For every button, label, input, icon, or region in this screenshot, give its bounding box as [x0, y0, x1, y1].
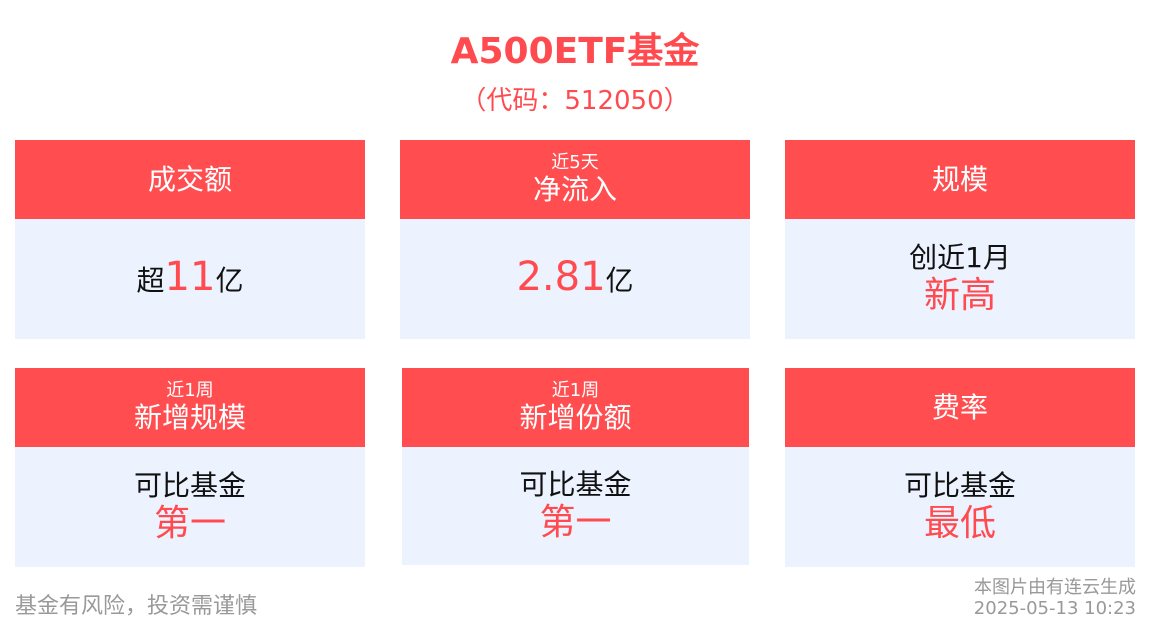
- risk-disclaimer: 基金有风险，投资需谨慎: [15, 594, 258, 619]
- card-header: 近1周 新增份额: [402, 368, 749, 447]
- card-line1: 可比基金: [519, 468, 632, 501]
- card-new-scale: 近1周 新增规模 可比基金 第一: [15, 368, 365, 567]
- card-body: 超11亿: [15, 219, 365, 339]
- card-label: 净流入: [532, 172, 617, 206]
- card-body: 可比基金 最低: [785, 447, 1135, 567]
- card-header: 费率: [785, 368, 1135, 447]
- value-number: 11: [164, 254, 216, 300]
- card-header: 规模: [785, 140, 1135, 219]
- timestamp: 2025-05-13 10:23: [973, 598, 1136, 619]
- card-body: 可比基金 第一: [15, 447, 365, 567]
- generation-info: 本图片由有连云生成 2025-05-13 10:23: [974, 577, 1136, 619]
- card-line2: 第一: [153, 503, 226, 544]
- card-period: 近1周: [166, 379, 214, 401]
- source-note: 本图片由有连云生成: [974, 577, 1136, 598]
- card-line2: 新高: [923, 275, 996, 316]
- card-header: 成交额: [15, 140, 365, 219]
- value-suffix: 亿: [605, 264, 634, 297]
- card-line2: 第一: [539, 502, 612, 543]
- card-fee-rate: 费率 可比基金 最低: [785, 368, 1135, 567]
- card-line1: 可比基金: [133, 469, 246, 502]
- value-prefix: 超: [136, 264, 165, 297]
- card-body: 可比基金 第一: [402, 447, 749, 565]
- card-line2: 最低: [923, 503, 996, 544]
- card-new-shares: 近1周 新增份额 可比基金 第一: [402, 368, 749, 565]
- card-label: 新增规模: [133, 400, 246, 434]
- card-net-inflow: 近5天 净流入 2.81亿: [400, 140, 750, 339]
- card-label: 规模: [931, 162, 988, 196]
- value-suffix: 亿: [215, 264, 244, 297]
- page-title: A500ETF基金: [450, 31, 700, 72]
- card-label: 新增份额: [519, 400, 632, 434]
- card-period: 近1周: [551, 379, 600, 401]
- card-body: 2.81亿: [400, 219, 750, 339]
- card-body: 创近1月 新高: [785, 219, 1135, 339]
- card-scale: 规模 创近1月 新高: [785, 140, 1135, 339]
- value-number: 2.81: [516, 254, 606, 300]
- card-turnover: 成交额 超11亿: [15, 140, 365, 339]
- card-period: 近5天: [551, 151, 599, 173]
- card-header: 近1周 新增规模: [15, 368, 365, 447]
- card-label: 费率: [931, 390, 988, 424]
- fund-code: （代码：512050）: [460, 86, 690, 116]
- card-line1: 创近1月: [909, 241, 1011, 274]
- card-header: 近5天 净流入: [400, 140, 750, 219]
- card-label: 成交额: [147, 162, 232, 196]
- card-line1: 可比基金: [903, 469, 1016, 502]
